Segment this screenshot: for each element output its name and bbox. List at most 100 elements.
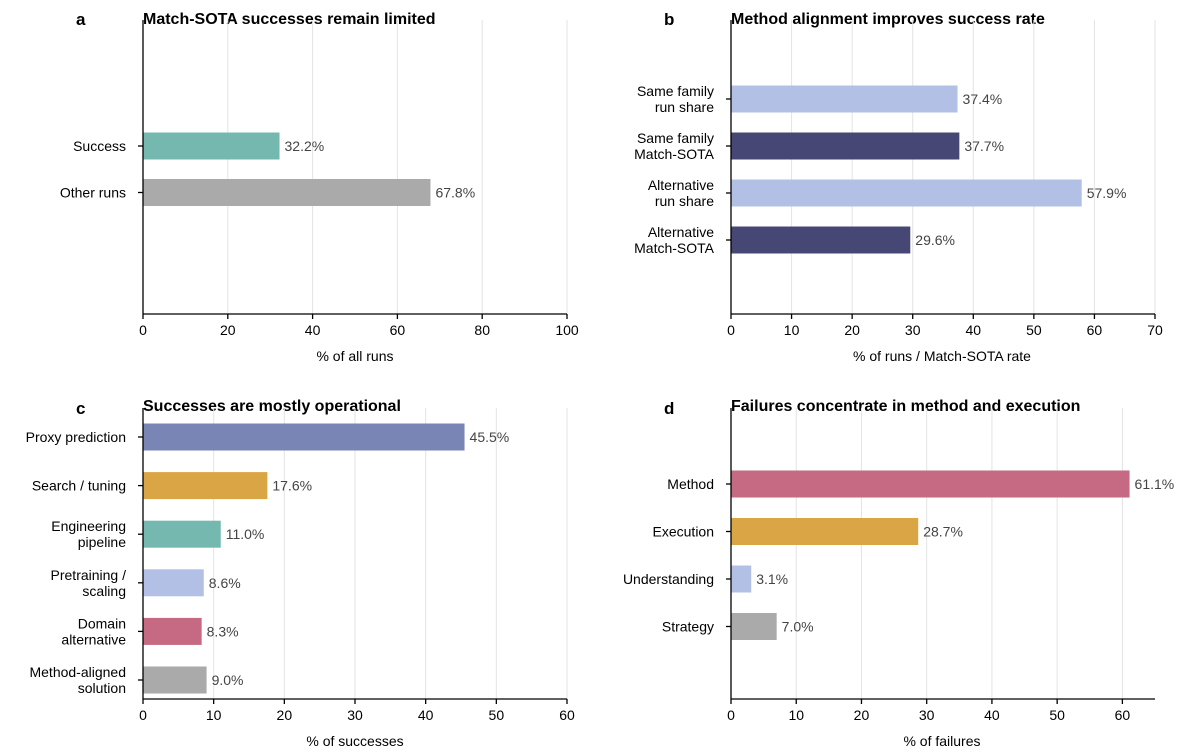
- x-tick-label: 50: [1026, 322, 1042, 338]
- x-tick-label: 60: [559, 707, 575, 723]
- panel-d-letter: d: [664, 399, 674, 418]
- x-tick-label: 10: [788, 707, 804, 723]
- value-label: 61.1%: [1135, 476, 1175, 492]
- x-tick-label: 60: [1087, 322, 1103, 338]
- panel-a-title: Match-SOTA successes remain limited: [143, 11, 436, 28]
- x-tick-label: 20: [854, 707, 870, 723]
- x-tick-label: 40: [965, 322, 981, 338]
- x-tick-label: 70: [1147, 322, 1163, 338]
- bar: [731, 226, 911, 254]
- value-label: 29.6%: [915, 232, 955, 248]
- panel-b-x-axis-label: % of runs / Match-SOTA rate: [853, 348, 1031, 364]
- category-label: Alternative: [648, 224, 714, 240]
- value-label: 37.7%: [964, 138, 1004, 154]
- panel-d: d Failures concentrate in method and exe…: [623, 398, 1174, 749]
- bar: [143, 472, 268, 500]
- category-label: Same family: [637, 83, 714, 99]
- x-tick-label: 40: [984, 707, 1000, 723]
- category-label: run share: [655, 193, 714, 209]
- category-label: pipeline: [78, 534, 126, 550]
- x-tick-label: 50: [489, 707, 505, 723]
- panel-a-x-axis-label: % of all runs: [316, 348, 393, 364]
- bar: [143, 423, 465, 451]
- category-label: run share: [655, 99, 714, 115]
- x-tick-label: 0: [139, 707, 147, 723]
- panel-a: a Match-SOTA successes remain limited 0 2…: [60, 10, 579, 364]
- x-tick-label: 0: [727, 707, 735, 723]
- x-tick-label: 20: [277, 707, 293, 723]
- category-label: Success: [73, 138, 126, 154]
- bar: [143, 132, 280, 160]
- category-label: Engineering: [51, 518, 126, 534]
- x-tick-label: 20: [220, 322, 236, 338]
- value-label: 28.7%: [923, 524, 963, 540]
- bar: [143, 179, 431, 206]
- category-label: scaling: [82, 583, 126, 599]
- category-label: solution: [78, 680, 126, 696]
- panel-b: b Method alignment improves success rate…: [634, 10, 1163, 364]
- x-tick-label: 20: [844, 322, 860, 338]
- bar: [143, 569, 204, 597]
- category-label: Domain: [78, 615, 126, 631]
- category-label: Search / tuning: [32, 478, 126, 494]
- bar: [143, 666, 207, 694]
- category-label: Alternative: [648, 177, 714, 193]
- x-tick-label: 10: [784, 322, 800, 338]
- panel-c-title: Successes are mostly operational: [143, 398, 401, 415]
- panel-c: c Successes are mostly operational 0 10 20…: [26, 398, 575, 749]
- value-label: 17.6%: [272, 478, 312, 494]
- bar: [731, 85, 958, 113]
- bar: [731, 565, 752, 593]
- x-tick-label: 0: [727, 322, 735, 338]
- panel-c-x-axis-label: % of successes: [306, 733, 403, 749]
- value-label: 9.0%: [212, 672, 244, 688]
- panel-d-plot: 0 10 20 30 40 50 60 Method 61.1% Execution 28.7% Un…: [623, 408, 1174, 723]
- panel-c-letter: c: [76, 399, 85, 418]
- category-label: Same family: [637, 130, 714, 146]
- x-tick-label: 50: [1049, 707, 1065, 723]
- category-label: alternative: [61, 631, 126, 647]
- panel-b-letter: b: [664, 10, 674, 29]
- panel-c-plot: 0 10 20 30 40 50 60 Proxy prediction 45.5% Search…: [26, 408, 575, 723]
- value-label: 8.3%: [207, 623, 239, 639]
- panel-a-plot: 0 20 40 60 80 100 Success 32.2% Other runs 67.8%: [60, 20, 579, 338]
- x-tick-label: 60: [390, 322, 406, 338]
- category-label: Pretraining /: [51, 567, 127, 583]
- value-label: 3.1%: [756, 571, 788, 587]
- x-tick-label: 100: [555, 322, 579, 338]
- x-tick-label: 80: [474, 322, 490, 338]
- category-label: Method: [667, 476, 714, 492]
- panel-a-letter: a: [76, 10, 86, 29]
- category-label: Execution: [653, 524, 714, 540]
- bar: [731, 132, 960, 160]
- category-label: Understanding: [623, 571, 714, 587]
- category-label: Strategy: [662, 619, 714, 635]
- value-label: 45.5%: [470, 429, 510, 445]
- x-tick-label: 30: [905, 322, 921, 338]
- bar: [143, 617, 202, 645]
- x-tick-label: 60: [1115, 707, 1131, 723]
- value-label: 57.9%: [1087, 185, 1127, 201]
- category-label: Other runs: [60, 185, 126, 201]
- category-label: Method-aligned: [29, 664, 126, 680]
- bar: [731, 518, 919, 545]
- category-label: Match-SOTA: [634, 240, 715, 256]
- x-tick-label: 40: [418, 707, 434, 723]
- x-tick-label: 10: [206, 707, 222, 723]
- x-tick-label: 0: [139, 322, 147, 338]
- panel-b-title: Method alignment improves success rate: [731, 11, 1045, 28]
- value-label: 11.0%: [226, 526, 265, 542]
- category-label: Proxy prediction: [26, 429, 126, 445]
- bar: [143, 520, 221, 548]
- panel-d-title: Failures concentrate in method and execu…: [731, 398, 1080, 415]
- bar: [731, 470, 1130, 498]
- panel-d-x-axis-label: % of failures: [903, 733, 980, 749]
- category-label: Match-SOTA: [634, 146, 715, 162]
- x-tick-label: 30: [919, 707, 935, 723]
- bar: [731, 613, 777, 640]
- value-label: 32.2%: [285, 138, 325, 154]
- value-label: 8.6%: [209, 575, 241, 591]
- x-tick-label: 40: [305, 322, 321, 338]
